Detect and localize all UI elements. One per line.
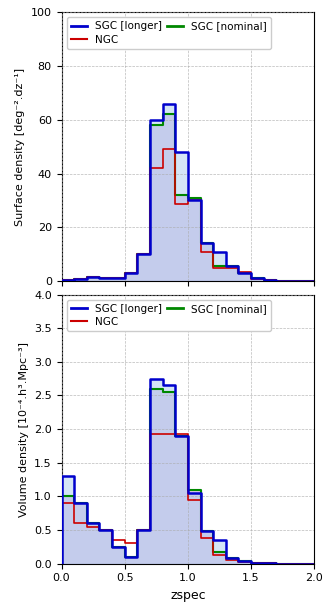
Y-axis label: Volume density [10⁻⁴.h³.Mpc⁻³]: Volume density [10⁻⁴.h³.Mpc⁻³] bbox=[18, 342, 29, 516]
Legend: SGC [longer], NGC, SGC [nominal]: SGC [longer], NGC, SGC [nominal] bbox=[67, 300, 271, 331]
Polygon shape bbox=[62, 115, 314, 281]
Polygon shape bbox=[62, 379, 314, 564]
Polygon shape bbox=[62, 104, 314, 281]
Legend: SGC [longer], NGC, SGC [nominal]: SGC [longer], NGC, SGC [nominal] bbox=[67, 18, 271, 49]
Polygon shape bbox=[62, 388, 314, 564]
X-axis label: zspec: zspec bbox=[170, 589, 206, 602]
Y-axis label: Surface density [deg⁻².dz⁻¹]: Surface density [deg⁻².dz⁻¹] bbox=[15, 67, 25, 225]
